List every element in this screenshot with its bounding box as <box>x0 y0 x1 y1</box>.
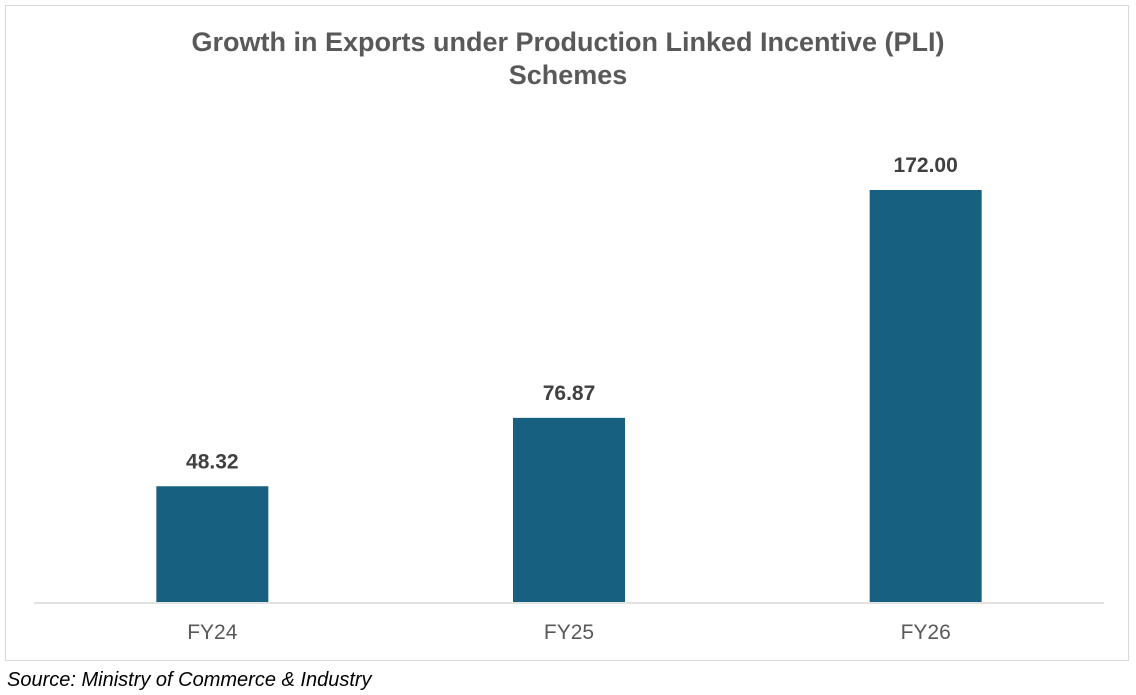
bars-layer <box>156 190 982 602</box>
labels-layer: 48.32 FY24 76.87 FY25 172.00 FY26 <box>186 154 958 644</box>
x-tick-label-fy24: FY24 <box>187 621 238 644</box>
source-note: Source: Ministry of Commerce & Industry <box>7 669 372 691</box>
chart-title-line-1: Growth in Exports under Production Linke… <box>191 27 945 57</box>
chart-title: Growth in Exports under Production Linke… <box>0 26 1136 92</box>
data-label-fy25: 76.87 <box>543 382 596 405</box>
data-label-fy24: 48.32 <box>186 450 239 473</box>
bar-fy24 <box>156 486 269 602</box>
bar-fy25 <box>513 417 625 602</box>
x-tick-label-fy26: FY26 <box>901 621 951 644</box>
data-label-fy26: 172.00 <box>894 154 958 177</box>
bar-fy26 <box>869 190 982 602</box>
chart-title-line-2: Schemes <box>508 60 628 90</box>
x-tick-label-fy25: FY25 <box>544 621 594 644</box>
